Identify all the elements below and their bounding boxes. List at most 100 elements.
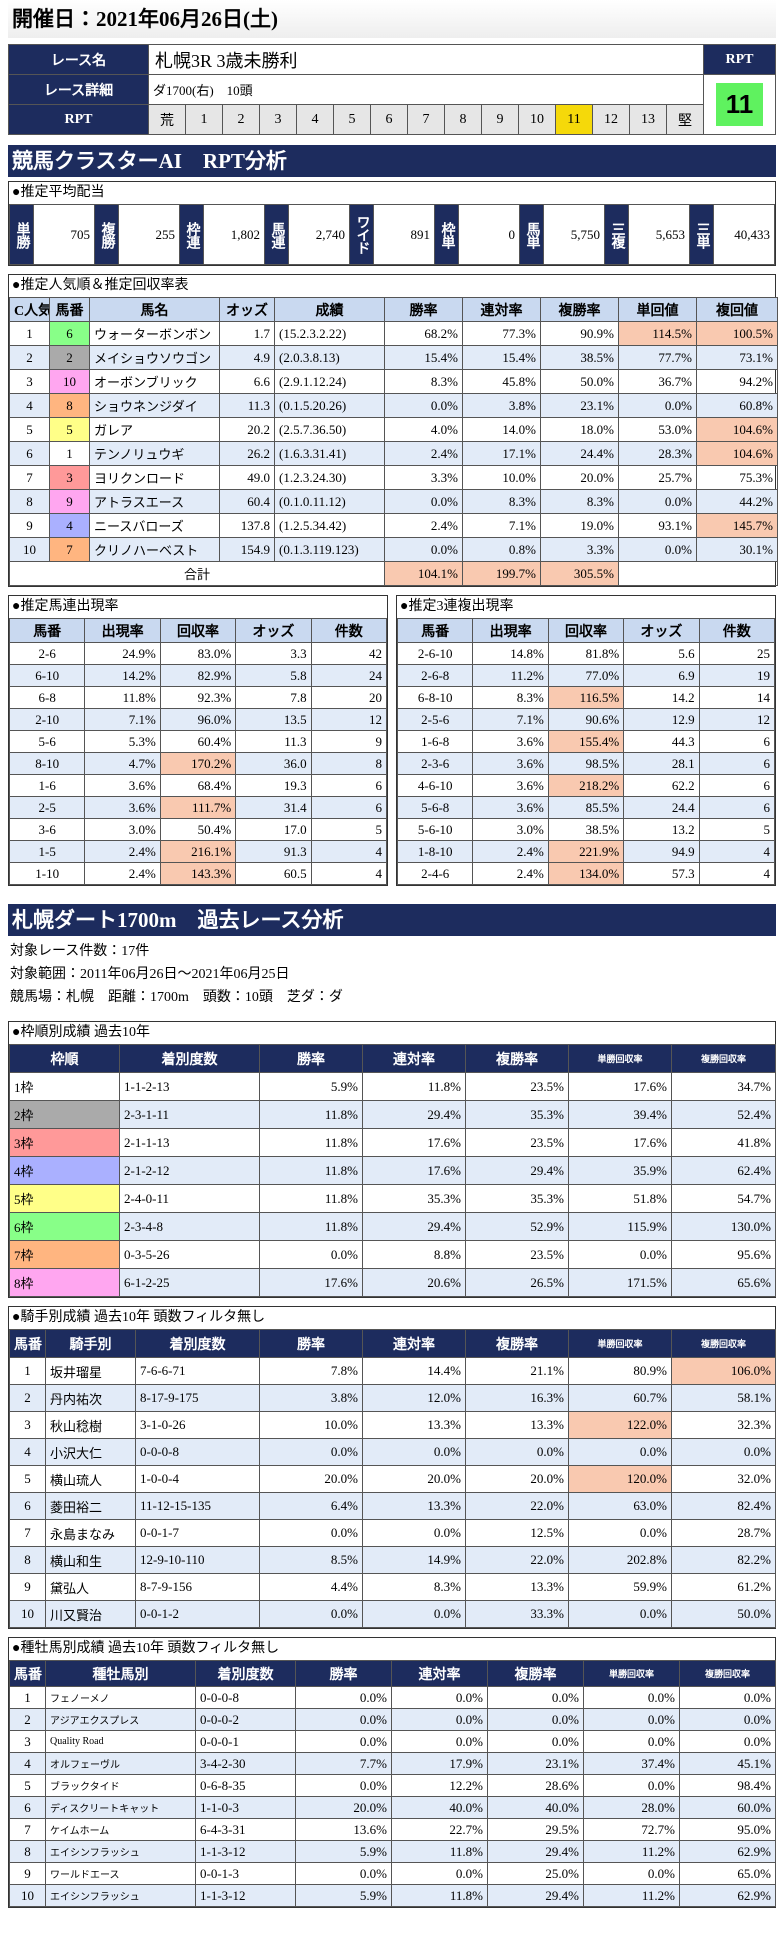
table-cell: 12.0% <box>362 1384 466 1412</box>
table-cell: 3.3% <box>384 465 463 490</box>
table-cell: 5 <box>698 818 776 841</box>
table-cell: 0-0-0-2 <box>195 1708 296 1731</box>
payout-label: 枠連 <box>179 204 204 265</box>
table-cell: 216.1% <box>159 840 237 863</box>
table-cell: 13.3% <box>465 1573 569 1601</box>
table-cell: 20.0% <box>295 1796 392 1819</box>
table-row: 8枠 6-1-2-25 17.6% 20.6% 26.5% 171.5% 65.6% <box>9 1268 776 1297</box>
sire-box: ●種牡馬別成績 過去10年 頭数フィルタ無し 馬番 種牡馬別 着別度数 勝率 連対率 複勝率… <box>8 1637 776 1908</box>
block-title: ●枠順別成績 過去10年 <box>12 1025 150 1040</box>
table-row: 8 エイシンフラッシュ 1-1-3-12 5.9% 11.8% 29.4% 11.2% 62.… <box>9 1840 776 1863</box>
table-cell: 8.8% <box>362 1240 466 1269</box>
table-cell: 9 <box>9 1573 46 1601</box>
table-cell: 0.0% <box>384 489 463 514</box>
race-row: RPT 荒 1 2 3 4 5 6 7 8 9 10 11 12 13 堅 <box>8 104 776 135</box>
table-cell: 0.0% <box>384 393 463 418</box>
table-cell: 82.2% <box>671 1546 776 1574</box>
table-cell: 3 <box>9 1730 46 1753</box>
table-cell: 13.3% <box>465 1411 569 1439</box>
rpt-scale: 5 <box>333 104 371 135</box>
table-cell: 9 <box>9 513 50 538</box>
table-cell: 5枠 <box>9 1184 120 1213</box>
table-cell: 2-3-1-11 <box>119 1100 260 1129</box>
table-cell: エイシンフラッシュ <box>45 1884 196 1907</box>
table-cell: 65.0% <box>679 1862 776 1885</box>
table-cell: 6枠 <box>9 1212 120 1241</box>
table-cell: 14.8% <box>472 642 549 665</box>
total-value: 104.1% <box>384 561 463 586</box>
table-cell: 39.4% <box>568 1100 672 1129</box>
table-cell: 41.8% <box>671 1128 776 1157</box>
table-cell: 8.3% <box>472 686 549 709</box>
table-cell: 横山和生 <box>45 1546 136 1574</box>
column-header: 複勝回収率 <box>671 1329 776 1358</box>
table-cell: 17.6% <box>259 1268 363 1297</box>
table-cell: 0-6-8-35 <box>195 1774 296 1797</box>
table-cell: 13.5 <box>235 708 312 731</box>
race-info: レース名 札幌3R 3歳未勝利 RPT レース詳細 ダ1700(右) 10頭 11 RPT 荒… <box>8 44 776 135</box>
table-cell: 44.3 <box>623 730 700 753</box>
table-cell: 45.1% <box>679 1752 776 1775</box>
table-cell: 6.9 <box>623 664 700 687</box>
table-cell: 33.3% <box>465 1600 569 1628</box>
table-cell: 黛弘人 <box>45 1573 136 1601</box>
table-cell: 12.2% <box>391 1774 488 1797</box>
table-row: 9 黛弘人 8-7-9-156 4.4% 8.3% 13.3% 59.9% 61.2% <box>9 1573 776 1601</box>
table-cell: 0.0% <box>568 1240 672 1269</box>
table-cell: 22.0% <box>465 1492 569 1520</box>
table-cell: 61.2% <box>671 1573 776 1601</box>
column-header: 複勝率 <box>487 1660 584 1687</box>
table-cell: 1-5 <box>8 840 86 863</box>
table-cell: 3.8% <box>259 1384 363 1412</box>
table-cell: 4-6-10 <box>396 774 474 797</box>
table-row: 6 1 テンノリュウギ 26.2 (1.6.3.31.41) 2.4% 17.1% 24.4%… <box>9 441 778 466</box>
table-cell: 120.0% <box>568 1465 672 1493</box>
popularity-box: ●推定人気順＆推定回収率表 C人気 馬番 馬名 オッズ 成績 勝率 連対率 複勝率 単回値 複回値 1… <box>8 274 778 587</box>
table-row: 1-10 2.4% 143.3% 60.5 4 <box>8 862 388 885</box>
table-cell: 2 <box>9 1708 46 1731</box>
table-cell: 90.9% <box>540 321 619 346</box>
table-cell: 0.0% <box>391 1686 488 1709</box>
table-cell: 115.9% <box>568 1212 672 1241</box>
table-cell: ショウネンジダイ <box>89 393 220 418</box>
table-cell: 3.8% <box>462 393 541 418</box>
table-cell: ワールドエース <box>45 1862 196 1885</box>
table-cell: 14 <box>698 686 776 709</box>
table-cell: 3枠 <box>9 1128 120 1157</box>
table-cell: 20.0% <box>362 1465 466 1493</box>
table-cell: 11.8% <box>259 1184 363 1213</box>
table-cell: 6-1-2-25 <box>119 1268 260 1297</box>
table-cell: 0.0% <box>583 1774 680 1797</box>
table-cell: 6 <box>698 752 776 775</box>
table-cell: 11.2% <box>472 664 549 687</box>
payout-value: 705 <box>33 204 95 265</box>
table-cell: 10 <box>9 1884 46 1907</box>
table-row: 7 ケイムホーム 6-4-3-31 13.6% 22.7% 29.5% 72.7% 95.0% <box>9 1818 776 1841</box>
table-cell: 8.3% <box>462 489 541 514</box>
table-cell: 5.9% <box>295 1884 392 1907</box>
table-cell: 54.7% <box>671 1184 776 1213</box>
table-cell: (0.1.5.20.26) <box>274 393 385 418</box>
table-cell: 0-0-0-8 <box>195 1686 296 1709</box>
table-cell: 34.7% <box>671 1072 776 1101</box>
table-cell: 7.1% <box>84 708 161 731</box>
column-header: 枠順 <box>9 1044 120 1073</box>
thead: 馬番 出現率 回収率 オッズ 件数 <box>396 618 776 643</box>
table-cell: 82.9% <box>159 664 237 687</box>
table-row: 1-6 3.6% 68.4% 19.3 6 <box>8 774 388 797</box>
table-cell: ニースバローズ <box>89 513 220 538</box>
table-cell: 5.9% <box>259 1072 363 1101</box>
thead: 枠順 着別度数 勝率 連対率 複勝率 単勝回収率 複勝回収率 <box>9 1044 776 1073</box>
table-cell: 永島まなみ <box>45 1519 136 1547</box>
table-cell: 68.2% <box>384 321 463 346</box>
table-cell: 坂井瑠星 <box>45 1357 136 1385</box>
column-header: 馬名 <box>89 297 220 322</box>
table-cell: 80.9% <box>568 1357 672 1385</box>
table-cell: 7-6-6-71 <box>135 1357 260 1385</box>
rpt-scale: 荒 <box>148 104 186 135</box>
table-cell: 36.0 <box>235 752 312 775</box>
table-cell: オルフェーヴル <box>45 1752 196 1775</box>
table-cell: 3.0% <box>84 818 161 841</box>
table-cell: 2-6 <box>8 642 86 665</box>
table-cell: 14.4% <box>362 1357 466 1385</box>
